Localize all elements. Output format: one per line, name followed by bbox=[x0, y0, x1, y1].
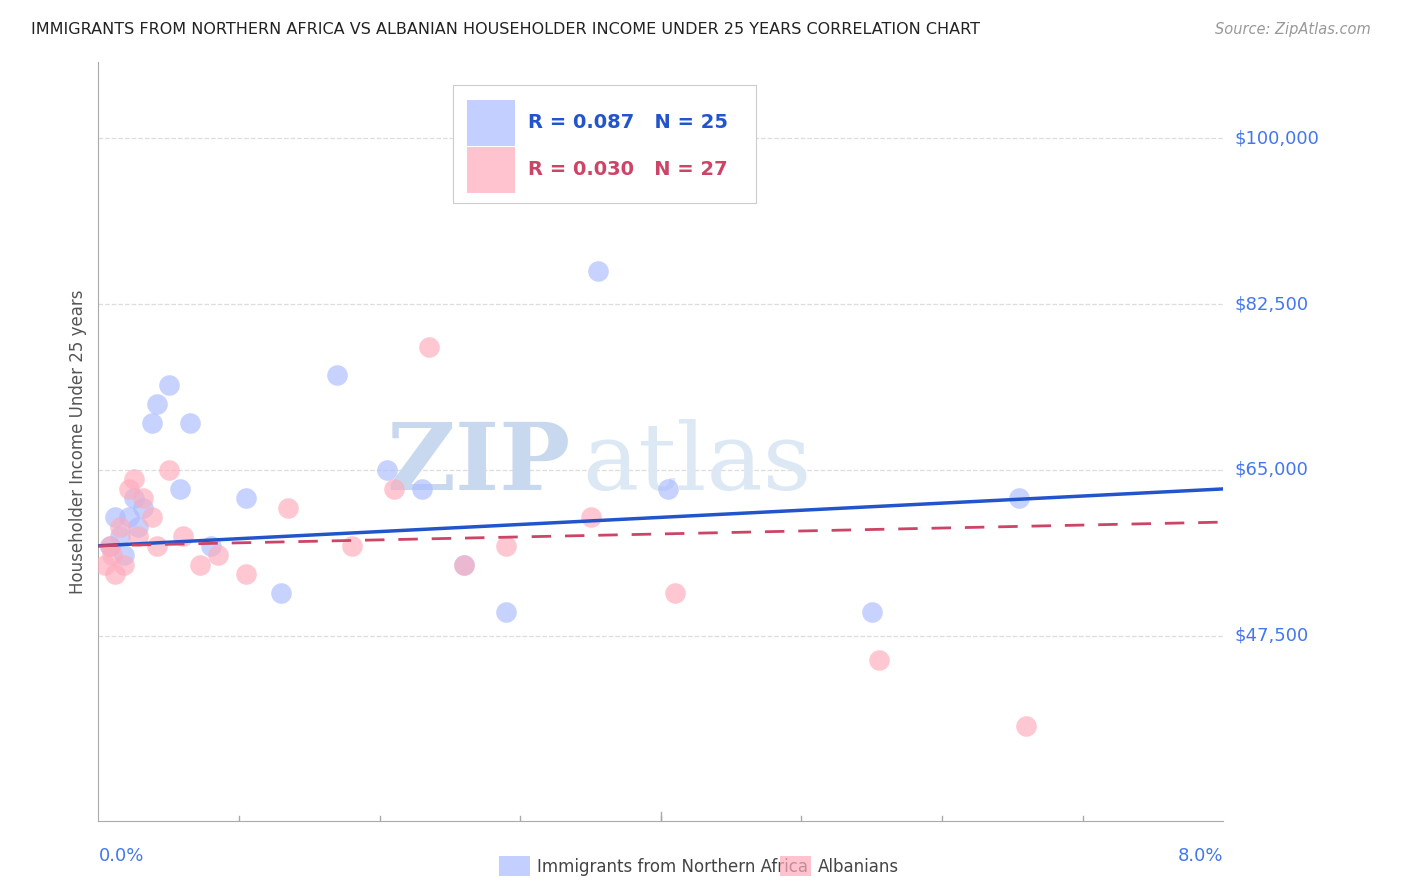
Point bbox=[200, 539, 222, 553]
Point bbox=[127, 520, 149, 534]
Point bbox=[146, 396, 169, 410]
Point bbox=[235, 567, 257, 582]
Point bbox=[118, 510, 141, 524]
Point bbox=[868, 652, 890, 666]
Text: Source: ZipAtlas.com: Source: ZipAtlas.com bbox=[1215, 22, 1371, 37]
Point bbox=[375, 463, 398, 477]
Point bbox=[235, 491, 257, 506]
Point bbox=[104, 567, 127, 582]
Point bbox=[664, 586, 686, 600]
Point bbox=[453, 558, 475, 572]
FancyBboxPatch shape bbox=[467, 147, 515, 193]
Point bbox=[132, 500, 155, 515]
Text: $100,000: $100,000 bbox=[1234, 129, 1319, 147]
Point bbox=[122, 491, 145, 506]
Text: $65,000: $65,000 bbox=[1234, 461, 1308, 479]
Text: ZIP: ZIP bbox=[387, 419, 571, 509]
Point bbox=[118, 482, 141, 496]
Point bbox=[157, 377, 180, 392]
Text: 0.0%: 0.0% bbox=[98, 847, 143, 865]
Point bbox=[411, 482, 433, 496]
Point bbox=[188, 558, 211, 572]
Point bbox=[112, 558, 135, 572]
Text: R = 0.087   N = 25: R = 0.087 N = 25 bbox=[529, 113, 728, 132]
Text: R = 0.030   N = 27: R = 0.030 N = 27 bbox=[529, 161, 728, 179]
FancyBboxPatch shape bbox=[467, 100, 515, 145]
Text: 8.0%: 8.0% bbox=[1178, 847, 1223, 865]
Point bbox=[141, 510, 163, 524]
Point bbox=[108, 529, 131, 543]
Point bbox=[146, 539, 169, 553]
Point bbox=[495, 539, 517, 553]
Y-axis label: Householder Income Under 25 years: Householder Income Under 25 years bbox=[69, 289, 87, 594]
Text: Immigrants from Northern Africa: Immigrants from Northern Africa bbox=[537, 858, 808, 876]
Text: IMMIGRANTS FROM NORTHERN AFRICA VS ALBANIAN HOUSEHOLDER INCOME UNDER 25 YEARS CO: IMMIGRANTS FROM NORTHERN AFRICA VS ALBAN… bbox=[31, 22, 980, 37]
Point bbox=[104, 510, 127, 524]
Text: $82,500: $82,500 bbox=[1234, 295, 1309, 313]
Point bbox=[98, 539, 121, 553]
Point bbox=[579, 510, 602, 524]
Point bbox=[657, 482, 679, 496]
Point bbox=[277, 500, 299, 515]
Text: $47,500: $47,500 bbox=[1234, 627, 1309, 645]
Point bbox=[101, 548, 124, 563]
Text: Albanians: Albanians bbox=[818, 858, 900, 876]
Text: atlas: atlas bbox=[582, 419, 811, 509]
Point bbox=[382, 482, 405, 496]
Point bbox=[270, 586, 292, 600]
Point bbox=[127, 529, 149, 543]
Point bbox=[326, 368, 349, 383]
Point bbox=[340, 539, 363, 553]
Point bbox=[122, 473, 145, 487]
Point bbox=[418, 340, 440, 354]
Point bbox=[495, 605, 517, 619]
FancyBboxPatch shape bbox=[453, 85, 756, 202]
Point bbox=[132, 491, 155, 506]
Point bbox=[1008, 491, 1031, 506]
Point bbox=[586, 264, 609, 278]
Point bbox=[1015, 719, 1038, 733]
Point bbox=[108, 520, 131, 534]
Point bbox=[98, 539, 121, 553]
Point bbox=[157, 463, 180, 477]
Point bbox=[453, 558, 475, 572]
Point bbox=[169, 482, 191, 496]
Point bbox=[860, 605, 883, 619]
Point bbox=[172, 529, 194, 543]
Point bbox=[141, 416, 163, 430]
Point bbox=[94, 558, 117, 572]
Point bbox=[179, 416, 201, 430]
Point bbox=[112, 548, 135, 563]
Point bbox=[207, 548, 229, 563]
